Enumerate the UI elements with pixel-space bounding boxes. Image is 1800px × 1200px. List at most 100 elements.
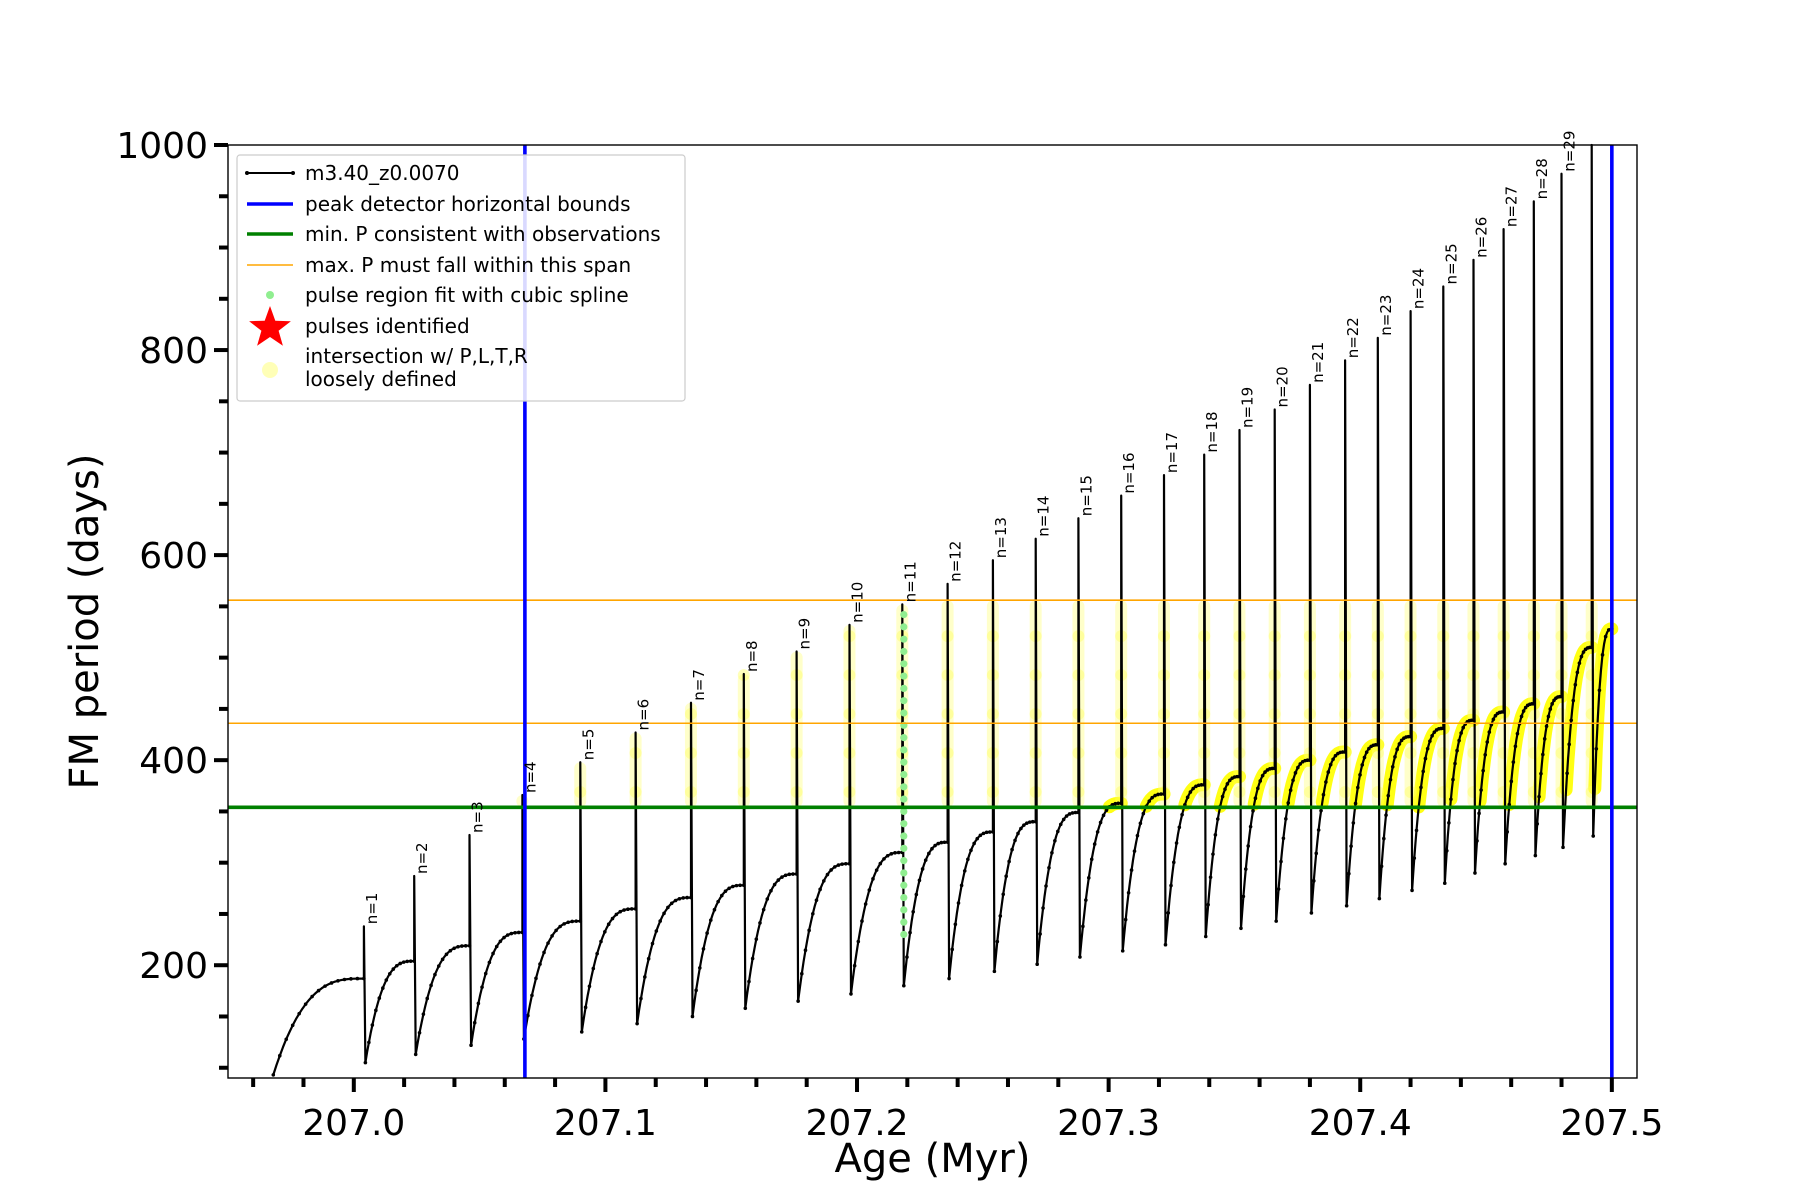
series-point: [1007, 859, 1011, 864]
series-point: [355, 976, 360, 981]
series-point: [384, 978, 389, 982]
series-point: [1180, 812, 1184, 817]
series-point: [712, 907, 717, 912]
series-point: [1358, 773, 1362, 777]
series-point: [562, 922, 566, 926]
series-point: [444, 952, 449, 957]
series-point: [690, 1014, 695, 1019]
series-point: [1477, 811, 1481, 816]
series-point: [421, 1012, 426, 1016]
series-point: [1211, 852, 1215, 856]
series-point: [1258, 779, 1263, 783]
series-point: [1430, 733, 1434, 738]
axis-ticks-layer: 207.0 207.1 207.2 207.3 207.4 207.5 200 400 600 8…: [116, 126, 1663, 1144]
intersection-loose-marker: [1585, 669, 1598, 682]
series-point: [719, 893, 724, 898]
series-point: [1571, 698, 1576, 703]
series-point: [1256, 786, 1260, 791]
series-point: [1455, 748, 1459, 753]
intersection-loose-marker: [1339, 785, 1352, 798]
series-point: [1016, 831, 1020, 836]
series-point: [440, 957, 445, 962]
series-point: [425, 996, 430, 1001]
series-point: [1505, 830, 1510, 834]
series-point: [271, 1073, 276, 1077]
series-point: [987, 830, 992, 834]
pulse-label: n=11: [901, 561, 919, 602]
series-point: [1451, 777, 1455, 782]
series-point: [1098, 820, 1103, 825]
y-tick-label: 1000: [116, 126, 208, 167]
series-point: [991, 830, 995, 834]
spline-fit-point: [900, 746, 908, 754]
intersection-loose-marker: [1233, 785, 1246, 798]
legend-label: max. P must fall within this span: [305, 253, 631, 277]
series-point: [818, 887, 822, 892]
series-point: [836, 863, 841, 867]
series-point: [329, 981, 334, 985]
series-point: [1274, 919, 1278, 923]
series-point: [363, 1060, 368, 1065]
pulse-label: n=27: [1503, 186, 1521, 227]
series-point: [1177, 825, 1182, 830]
series-point: [727, 886, 731, 891]
spline-fit-point: [900, 734, 908, 742]
series-point: [391, 967, 396, 971]
pulse-label: n=15: [1077, 475, 1095, 516]
series-point: [716, 899, 720, 904]
intersection-loose-marker: [1585, 746, 1598, 759]
spline-fit-point: [900, 623, 908, 631]
series-point: [1421, 769, 1426, 774]
series-point: [310, 994, 314, 999]
pulse-label: n=5: [579, 729, 597, 761]
series-point: [796, 999, 800, 1003]
series-point: [1199, 783, 1204, 787]
series-point: [1573, 682, 1578, 687]
series-point: [284, 1037, 289, 1042]
series-point: [772, 882, 777, 887]
pulse-label: n=23: [1377, 295, 1395, 336]
series-point: [1206, 902, 1210, 907]
series-point: [1166, 911, 1171, 915]
series-point: [633, 907, 638, 911]
series-point: [962, 869, 967, 873]
series-point: [738, 883, 742, 888]
series-point: [1461, 725, 1466, 730]
series-point: [1414, 828, 1419, 833]
series-point: [758, 921, 762, 925]
series-point: [349, 977, 353, 981]
series-point: [800, 971, 804, 976]
series-point: [882, 857, 886, 861]
spline-fit-point: [900, 758, 908, 766]
series-point: [538, 962, 542, 966]
series-point: [1276, 887, 1281, 891]
series-point: [874, 868, 879, 872]
series-point: [981, 831, 986, 836]
intersection-loose-band: [1555, 600, 1568, 808]
series-point: [1539, 771, 1543, 776]
series-point: [1589, 645, 1594, 650]
series-point: [1070, 811, 1075, 815]
pulse-label: n=18: [1203, 411, 1221, 452]
series-point: [534, 976, 538, 981]
series-point: [646, 956, 651, 961]
series-point: [1491, 717, 1496, 722]
series-point: [780, 875, 784, 879]
series-point: [1600, 653, 1605, 657]
series-point: [1513, 744, 1518, 749]
series-point: [1544, 724, 1549, 729]
series-point: [622, 908, 626, 912]
series-point: [1594, 746, 1599, 751]
series-point: [429, 983, 433, 988]
series-point: [558, 924, 562, 929]
intersection-loose-marker: [1555, 708, 1568, 721]
series-point: [1397, 742, 1402, 746]
intersection-loose-marker: [1497, 785, 1510, 798]
series-point: [530, 993, 534, 998]
series-point: [1033, 819, 1038, 824]
series-point: [1272, 766, 1277, 771]
spline-fit-point: [900, 672, 908, 680]
series-point: [401, 960, 406, 964]
spline-fit-point: [900, 647, 908, 656]
